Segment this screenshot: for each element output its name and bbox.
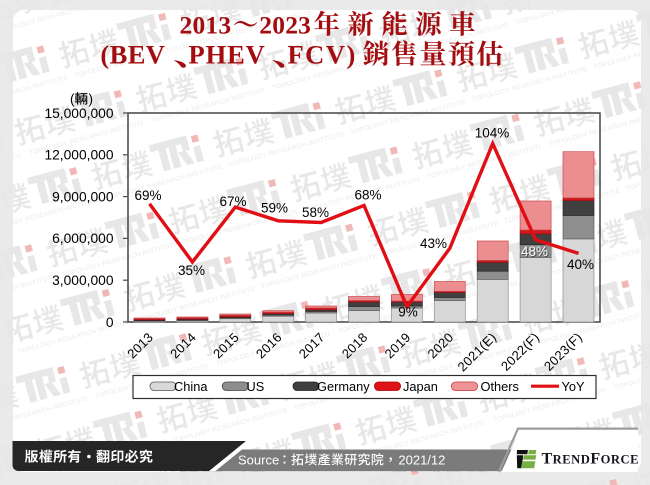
svg-text:68%: 68% bbox=[354, 188, 381, 203]
svg-text:2021/12: 2021/12 bbox=[398, 452, 445, 467]
svg-text:TRENDFORCE: TRENDFORCE bbox=[542, 451, 640, 468]
svg-text:PHEV: PHEV bbox=[189, 40, 266, 70]
svg-text:43%: 43% bbox=[420, 236, 447, 251]
svg-text:FCV): FCV) bbox=[288, 40, 357, 70]
svg-text:104%: 104% bbox=[475, 126, 510, 141]
svg-text:Germany: Germany bbox=[317, 379, 370, 394]
svg-text:6,000,000: 6,000,000 bbox=[52, 231, 114, 246]
svg-text:): ) bbox=[89, 92, 94, 107]
svg-text:YoY: YoY bbox=[562, 379, 585, 394]
svg-text:China: China bbox=[174, 379, 208, 394]
svg-text:3,000,000: 3,000,000 bbox=[52, 273, 114, 288]
svg-text:US: US bbox=[247, 379, 265, 394]
svg-text:69%: 69% bbox=[134, 188, 161, 203]
svg-text:48%: 48% bbox=[522, 245, 549, 260]
svg-text:48%: 48% bbox=[521, 244, 548, 259]
svg-text:12,000,000: 12,000,000 bbox=[44, 148, 113, 163]
svg-text:2023: 2023 bbox=[259, 11, 311, 40]
svg-text:Others: Others bbox=[481, 379, 519, 394]
svg-text:35%: 35% bbox=[178, 263, 205, 278]
svg-text:Japan: Japan bbox=[403, 379, 438, 394]
svg-text:2013: 2013 bbox=[180, 11, 232, 40]
svg-text:15,000,000: 15,000,000 bbox=[44, 106, 113, 121]
svg-text:9,000,000: 9,000,000 bbox=[52, 189, 114, 204]
svg-text:9%: 9% bbox=[398, 305, 418, 320]
svg-text:59%: 59% bbox=[261, 201, 288, 216]
svg-text:40%: 40% bbox=[567, 257, 594, 272]
svg-text:58%: 58% bbox=[302, 205, 329, 220]
svg-text:Source: Source bbox=[238, 452, 279, 467]
svg-text:67%: 67% bbox=[219, 194, 246, 209]
svg-text:(: ( bbox=[70, 92, 75, 107]
svg-text:(BEV: (BEV bbox=[100, 40, 165, 70]
svg-text:0: 0 bbox=[106, 315, 114, 330]
